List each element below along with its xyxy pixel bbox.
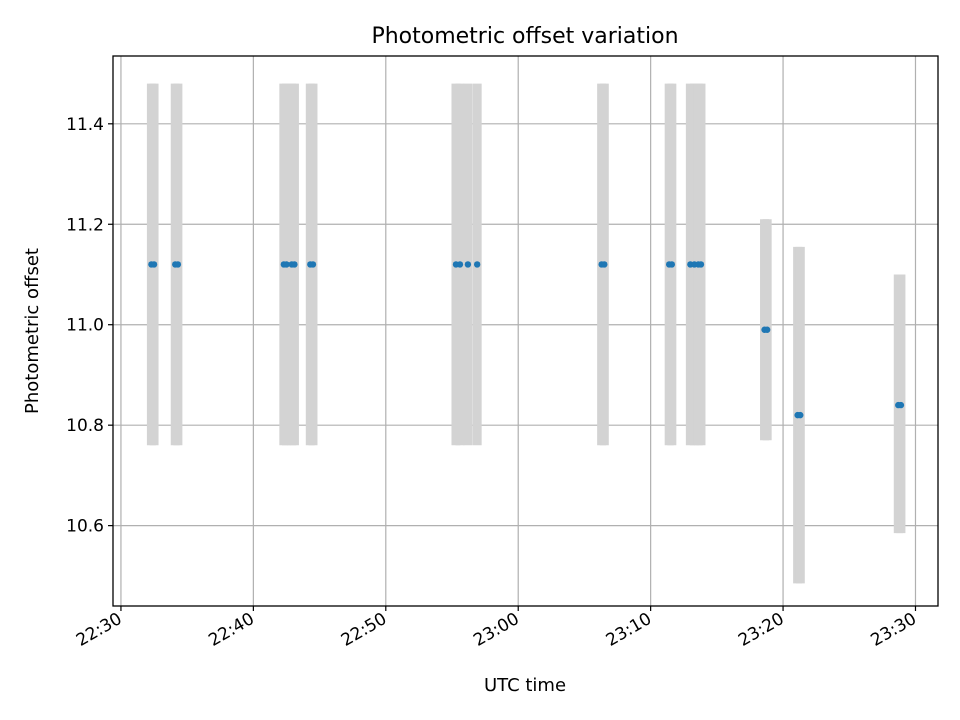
data-point bbox=[668, 261, 676, 268]
y-axis-label: Photometric offset bbox=[22, 248, 43, 414]
data-point bbox=[473, 261, 481, 268]
data-point bbox=[283, 261, 290, 268]
data-points bbox=[148, 261, 905, 419]
data-point bbox=[309, 261, 317, 268]
data-point bbox=[601, 261, 608, 268]
data-point bbox=[174, 261, 182, 268]
x-axis-label: UTC time bbox=[484, 675, 566, 696]
axes-frame bbox=[112, 55, 939, 607]
y-tick-label: 10.8 bbox=[66, 416, 104, 436]
data-point bbox=[763, 326, 771, 333]
y-tick-label: 11.0 bbox=[66, 316, 104, 336]
data-point bbox=[464, 261, 472, 268]
data-point bbox=[291, 261, 298, 268]
data-point bbox=[897, 401, 905, 409]
y-tick-label: 10.6 bbox=[66, 517, 104, 537]
y-tick-label: 11.2 bbox=[66, 215, 104, 235]
data-point bbox=[456, 261, 464, 268]
chart-title: Photometric offset variation bbox=[371, 24, 678, 49]
y-ticks: 10.6 10.8 11.0 11.2 11.4 bbox=[66, 115, 113, 537]
data-point bbox=[797, 411, 804, 419]
y-tick-label: 11.4 bbox=[66, 115, 104, 135]
data-point bbox=[697, 261, 705, 268]
data-point bbox=[150, 261, 158, 268]
